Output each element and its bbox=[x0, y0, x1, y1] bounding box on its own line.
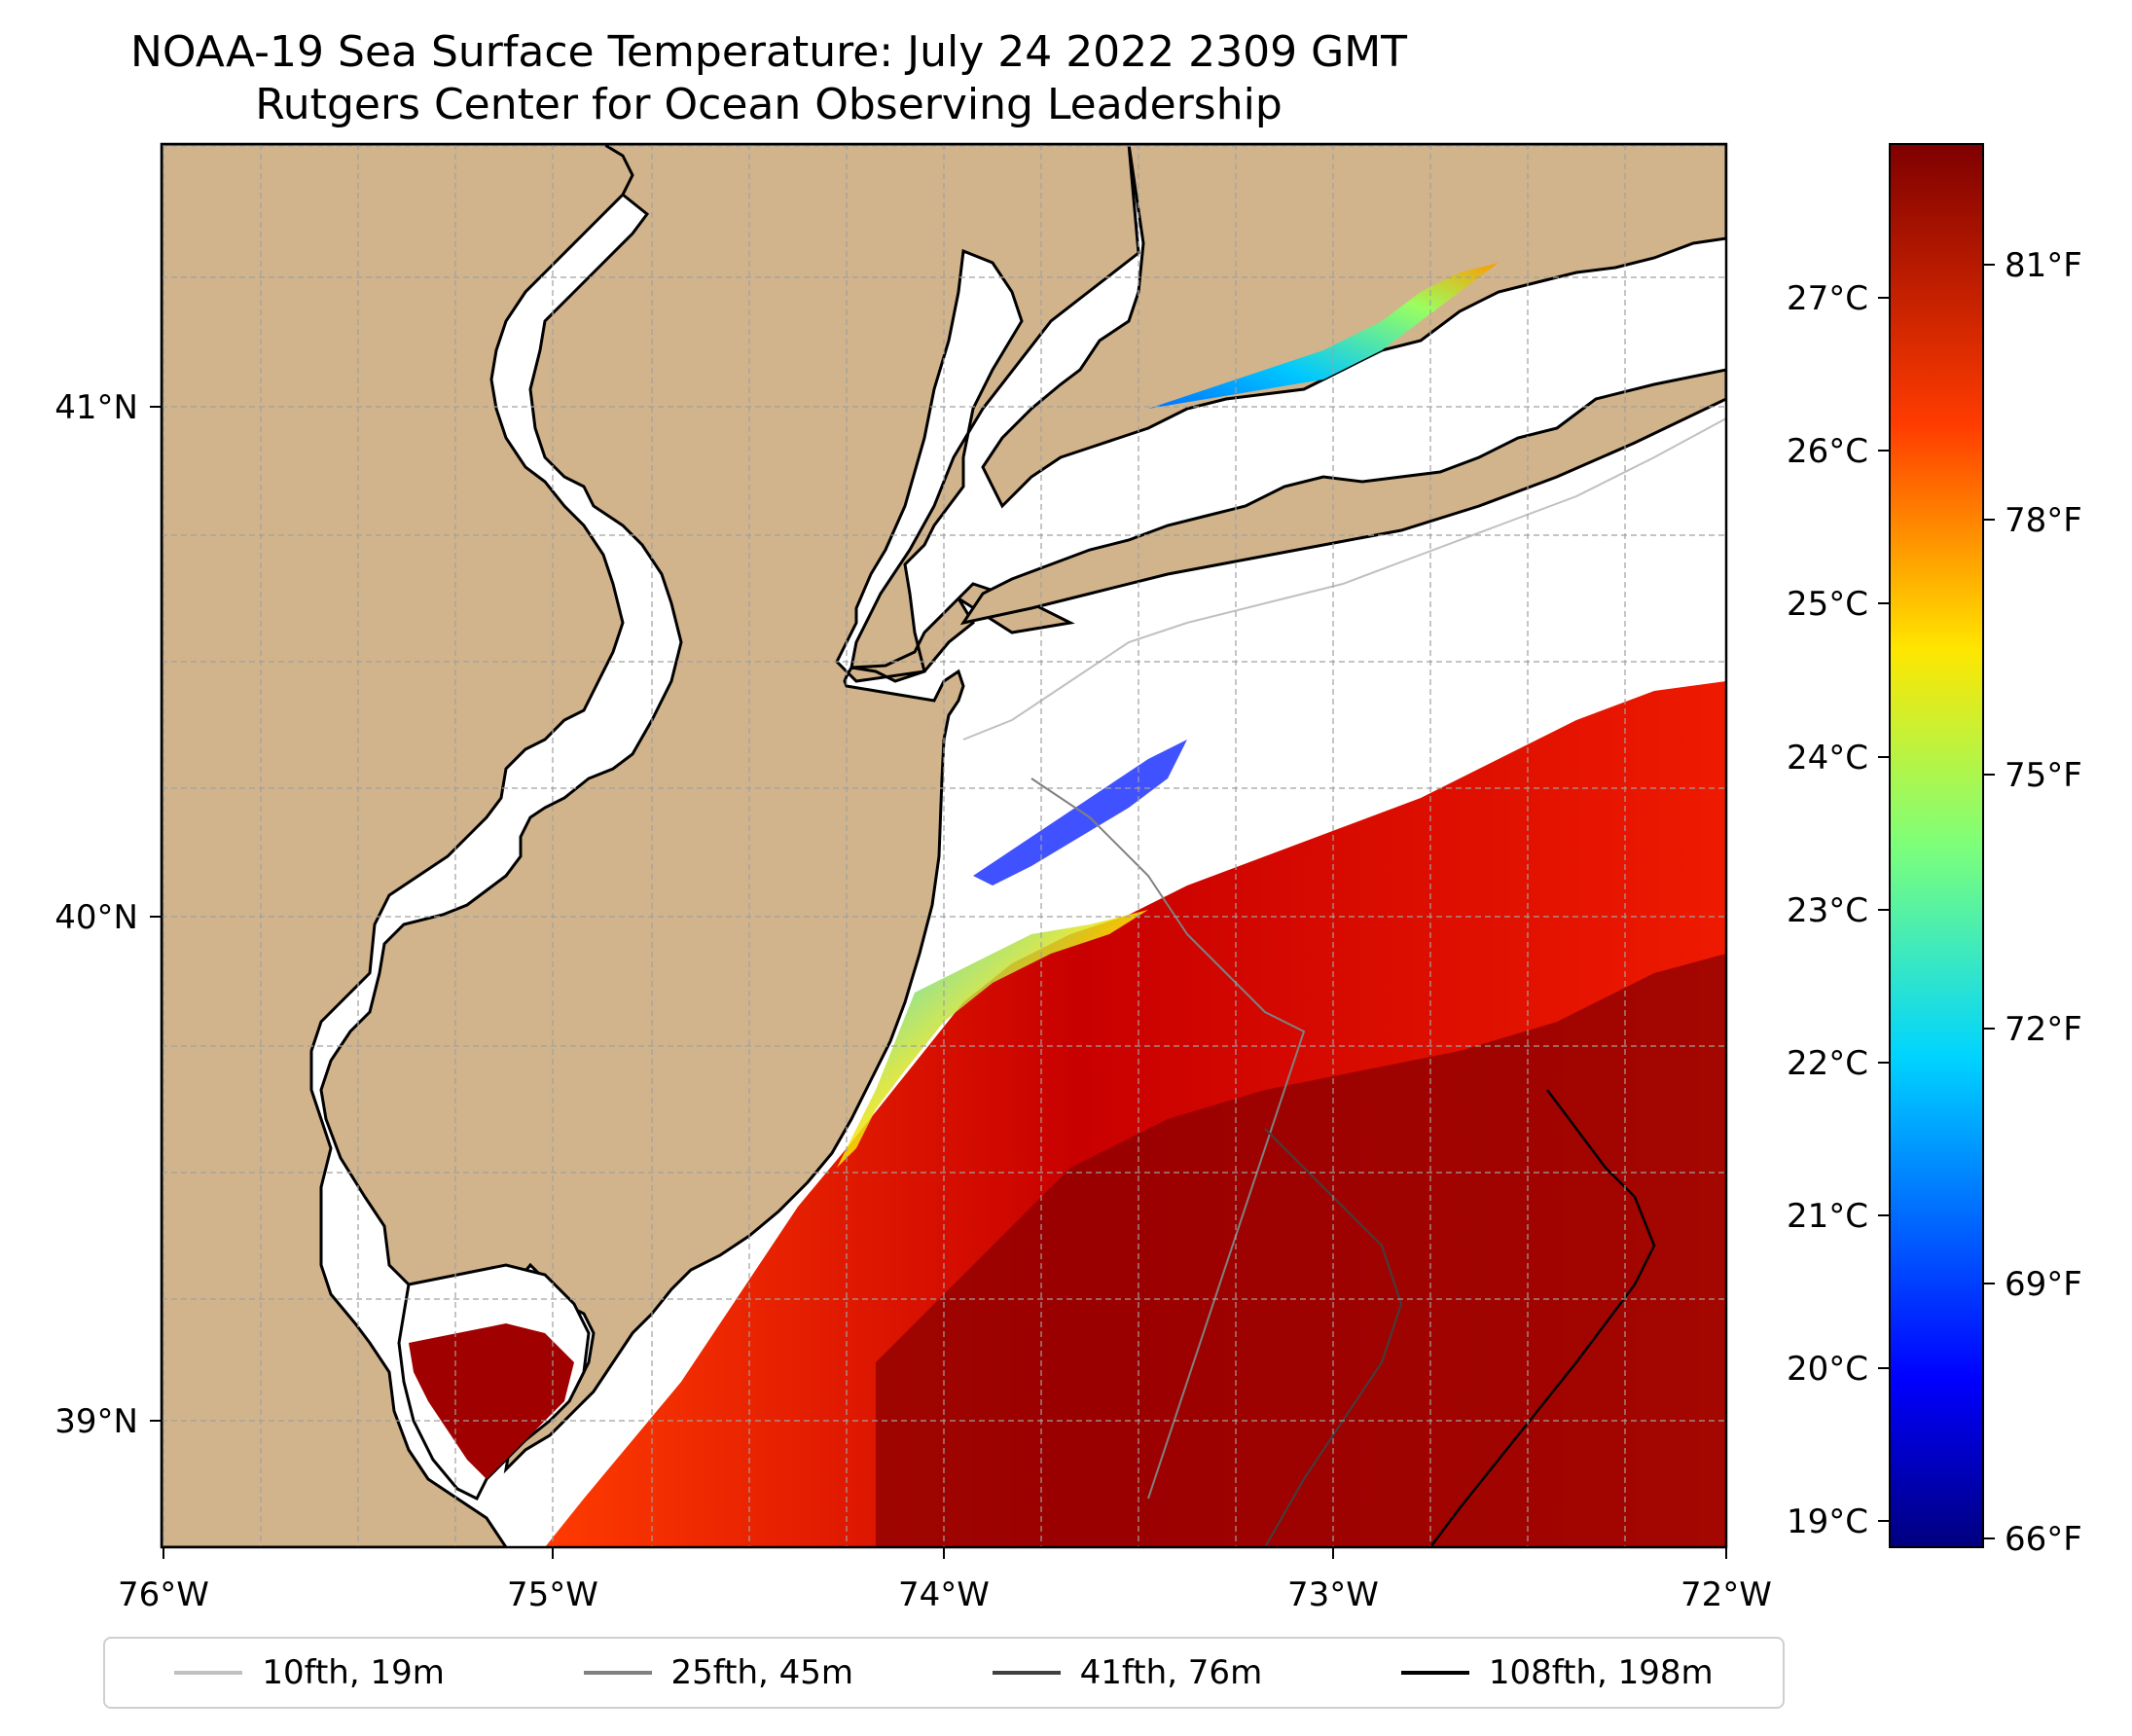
legend-item-10fth: 10fth, 19m bbox=[174, 1653, 445, 1692]
land-west-bank bbox=[162, 144, 634, 1547]
cb-label-27c: 27°C bbox=[1787, 279, 1868, 318]
cb-label-66f: 66°F bbox=[2005, 1520, 2082, 1559]
sst-warm-dark bbox=[876, 954, 1726, 1547]
colorbar: 27°C 26°C 25°C 24°C 23°C 22°C 21°C 20°C … bbox=[1787, 143, 2082, 1559]
axis-ticks bbox=[150, 406, 1727, 1559]
cb-label-25c: 25°C bbox=[1787, 585, 1868, 624]
lat-label-39n: 39°N bbox=[54, 1402, 138, 1441]
land-long-island bbox=[959, 368, 1726, 626]
legend-item-25fth: 25fth, 45m bbox=[583, 1653, 854, 1692]
legend-item-108fth: 108fth, 198m bbox=[1400, 1653, 1714, 1692]
contour-41fth bbox=[1264, 1128, 1403, 1547]
cb-label-75f: 75°F bbox=[2005, 756, 2082, 795]
cb-label-22c: 22°C bbox=[1787, 1044, 1868, 1083]
cb-label-69f: 69°F bbox=[2005, 1265, 2082, 1304]
lat-label-40n: 40°N bbox=[54, 898, 138, 937]
lon-label-72w: 72°W bbox=[1680, 1575, 1772, 1614]
legend-item-41fth: 41fth, 76m bbox=[992, 1653, 1263, 1692]
legend-label-108fth: 108fth, 198m bbox=[1488, 1653, 1714, 1692]
cb-label-78f: 78°F bbox=[2005, 501, 2082, 540]
lat-label-41n: 41°N bbox=[54, 388, 138, 427]
lon-label-76w: 76°W bbox=[118, 1575, 209, 1614]
cb-label-26c: 26°C bbox=[1787, 432, 1868, 471]
legend-label-25fth: 25fth, 45m bbox=[670, 1653, 854, 1692]
legend-swatch-41fth bbox=[992, 1671, 1061, 1675]
land-connecticut bbox=[981, 144, 1726, 509]
cb-label-20c: 20°C bbox=[1787, 1350, 1868, 1389]
land-mainland bbox=[162, 144, 1140, 1474]
map-subtitle: Rutgers Center for Ocean Observing Leade… bbox=[255, 80, 1283, 129]
legend-label-41fth: 41fth, 76m bbox=[1079, 1653, 1263, 1692]
contour-108fth bbox=[1429, 1089, 1656, 1547]
cb-label-19c: 19°C bbox=[1787, 1502, 1868, 1541]
sst-cool-band bbox=[973, 740, 1187, 886]
cb-label-23c: 23°C bbox=[1787, 891, 1868, 930]
gridlines bbox=[162, 144, 1726, 1547]
lon-label-74w: 74°W bbox=[898, 1575, 990, 1614]
depth-contours bbox=[962, 417, 1726, 1547]
legend-swatch-10fth bbox=[174, 1671, 243, 1675]
colorbar-gradient bbox=[1889, 143, 1984, 1548]
cb-label-81f: 81°F bbox=[2005, 246, 2082, 285]
legend-swatch-108fth bbox=[1400, 1671, 1469, 1675]
legend-label-10fth: 10fth, 19m bbox=[262, 1653, 445, 1692]
sst-long-island-sound bbox=[1031, 263, 1499, 457]
contour-25fth bbox=[1030, 778, 1306, 1500]
cb-label-72f: 72°F bbox=[2005, 1010, 2082, 1049]
lon-label-73w: 73°W bbox=[1287, 1575, 1379, 1614]
colorbar-fahrenheit-ticks bbox=[1983, 264, 1995, 1539]
colorbar-celsius-ticks bbox=[1878, 297, 1890, 1522]
lon-label-75w: 75°W bbox=[507, 1575, 598, 1614]
map-title: NOAA-19 Sea Surface Temperature: July 24… bbox=[129, 27, 1408, 77]
legend: 10fth, 19m 25fth, 45m 41fth, 76m 108fth,… bbox=[103, 1637, 1785, 1709]
contour-10fth bbox=[962, 417, 1726, 741]
sst-delaware-bay bbox=[409, 1323, 574, 1479]
cb-label-21c: 21°C bbox=[1787, 1197, 1868, 1236]
sst-front bbox=[837, 910, 1148, 1168]
map-area bbox=[162, 144, 1726, 1547]
cb-label-24c: 24°C bbox=[1787, 739, 1868, 778]
legend-swatch-25fth bbox=[583, 1671, 652, 1675]
